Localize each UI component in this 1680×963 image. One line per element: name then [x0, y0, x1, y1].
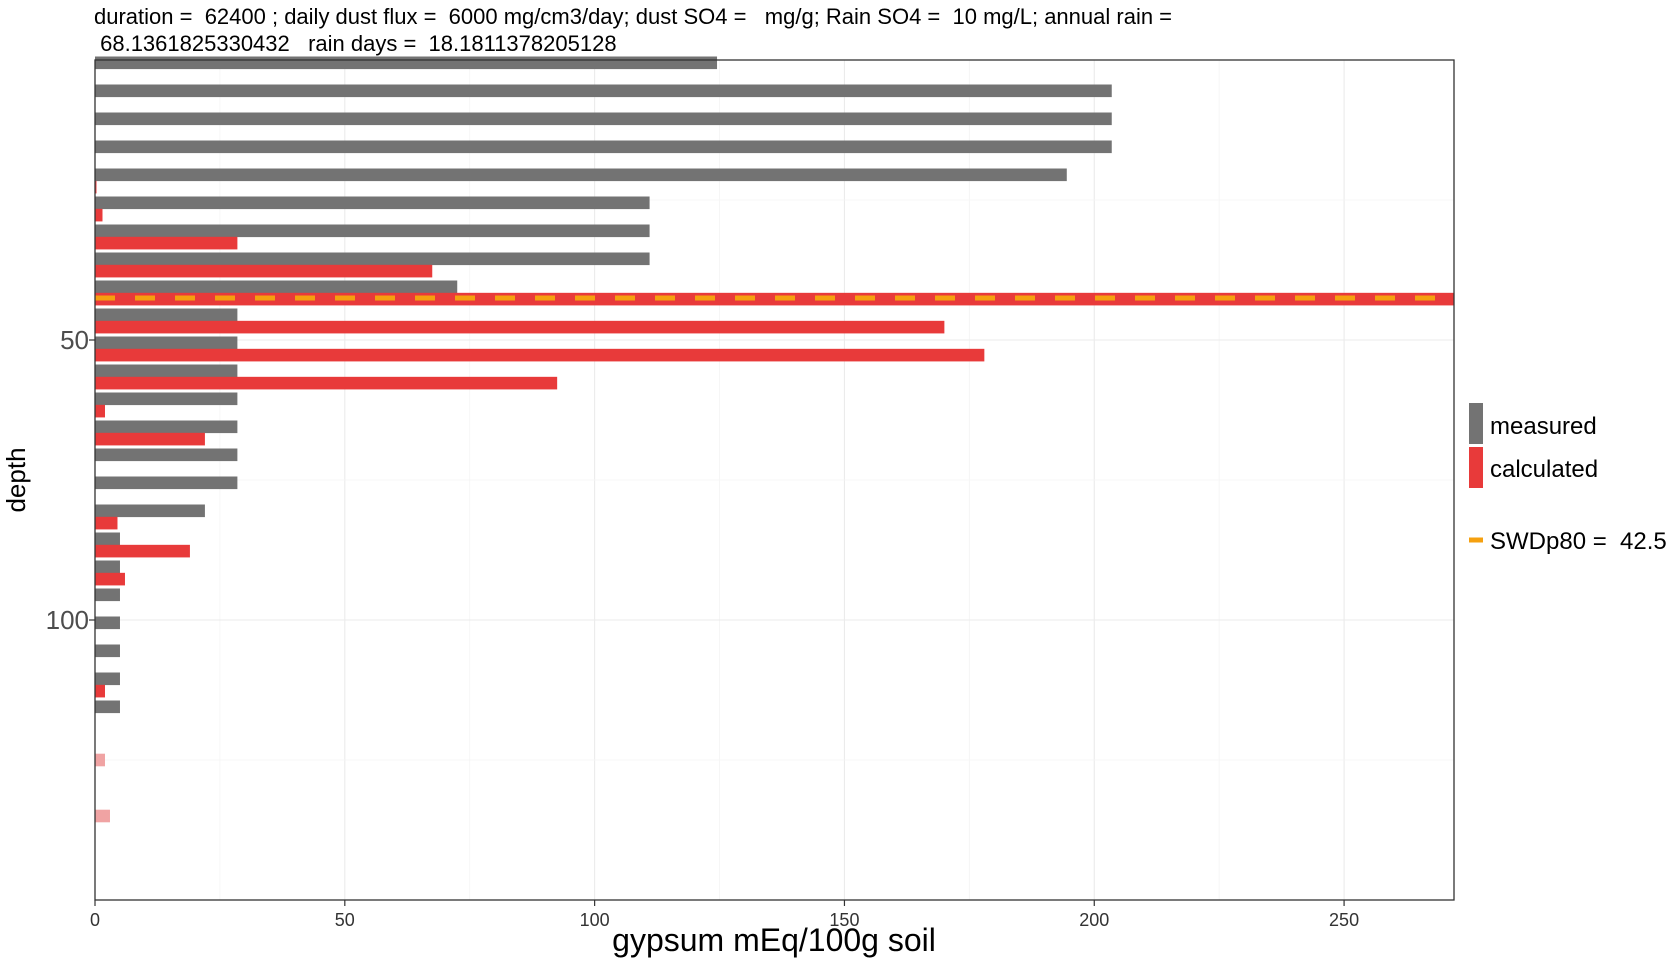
measured-bar: [95, 196, 650, 210]
calculated-bar: [95, 684, 105, 698]
measured-bar: [95, 252, 650, 266]
measured-bar: [95, 504, 205, 518]
measured-bar: [95, 168, 1067, 182]
calculated-bar: [95, 404, 105, 418]
measured-bar: [95, 672, 120, 686]
x-tick-label: 200: [1079, 910, 1109, 930]
gridlines: [94, 60, 1454, 900]
measured-bar: [95, 56, 718, 70]
y-axis-title: depth: [1, 447, 31, 512]
y-axis-ticks: 50 100: [46, 325, 95, 635]
legend: measured calculated SWDp80 = 42.5: [1469, 403, 1667, 555]
calculated-bar: [95, 264, 433, 278]
calculated-bar: [95, 544, 190, 558]
x-tick-label: 100: [580, 910, 610, 930]
x-tick-label: 50: [335, 910, 355, 930]
measured-bar: [95, 588, 120, 602]
calculated-bar: [95, 320, 945, 334]
calculated-bar: [95, 572, 125, 586]
chart-title-line-2: 68.1361825330432 rain days = 18.18113782…: [94, 31, 617, 56]
measured-bar: [95, 420, 238, 434]
measured-bar: [95, 700, 120, 714]
measured-bar: [95, 140, 1112, 154]
legend-label-measured: measured: [1490, 413, 1597, 440]
bars: [95, 56, 1454, 823]
calculated-bar: [95, 432, 205, 446]
legend-label-swd: SWDp80 = 42.5: [1490, 528, 1667, 555]
calculated-bar: [95, 208, 103, 222]
measured-bar: [95, 476, 238, 490]
measured-bar: [95, 308, 238, 322]
measured-bar: [95, 112, 1112, 126]
calculated-bar: [95, 516, 118, 530]
legend-label-calculated: calculated: [1490, 456, 1598, 483]
y-tick-label: 50: [60, 325, 89, 355]
calculated-bar: [95, 376, 558, 390]
calculated-bar: [95, 236, 238, 250]
measured-bar: [95, 224, 650, 238]
measured-bar: [95, 560, 120, 574]
y-tick-label: 100: [46, 605, 89, 635]
measured-bar: [95, 644, 120, 658]
measured-bar: [95, 392, 238, 406]
chart-title-line-1: duration = 62400 ; daily dust flux = 600…: [94, 4, 1172, 29]
legend-key-measured: [1469, 403, 1483, 444]
calculated_faded-bar: [95, 809, 110, 823]
legend-key-calculated: [1469, 447, 1483, 488]
panel-border: [94, 59, 1455, 901]
x-axis-title: gypsum mEq/100g soil: [612, 922, 936, 958]
calculated-bar: [95, 180, 97, 194]
measured-bar: [95, 280, 458, 294]
measured-bar: [95, 364, 238, 378]
measured-bar: [95, 532, 120, 546]
x-tick-label: 0: [90, 910, 100, 930]
measured-bar: [95, 448, 238, 462]
measured-bar: [95, 84, 1112, 98]
measured-bar: [95, 616, 120, 630]
x-tick-label: 150: [829, 910, 859, 930]
x-tick-label: 250: [1329, 910, 1359, 930]
x-axis-ticks: 0 50 100 150 200 250: [90, 900, 1359, 930]
calculated_faded-bar: [95, 753, 105, 767]
measured-bar: [95, 336, 238, 350]
calculated-bar: [95, 348, 985, 362]
